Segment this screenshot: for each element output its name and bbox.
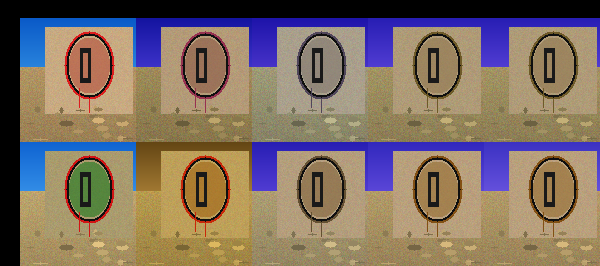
Text: Unfiltered: Unfiltered: [5, 54, 14, 106]
Text: Deutan d = 0,9: Deutan d = 0,9: [382, 4, 470, 14]
Text: Filtered: Filtered: [5, 184, 14, 224]
Text: Normal: Normal: [56, 4, 100, 14]
Text: Protan d = 0,7: Protan d = 0,7: [151, 4, 236, 14]
Text: Deutan d = 1: Deutan d = 1: [503, 4, 581, 14]
Text: Protan d = 1: Protan d = 1: [273, 4, 347, 14]
